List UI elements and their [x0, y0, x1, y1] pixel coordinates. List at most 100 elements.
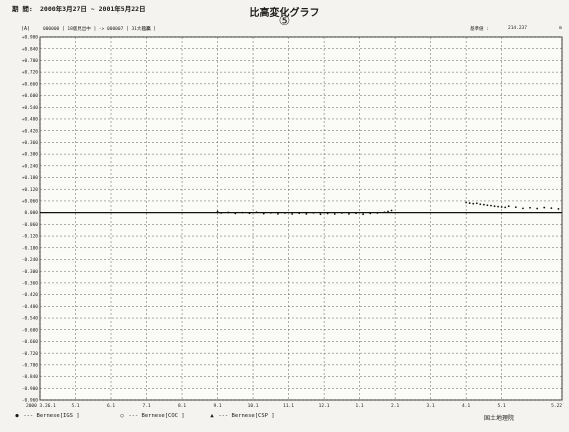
- data-point: [216, 210, 219, 213]
- data-point: [355, 212, 357, 215]
- y-tick-label: +0.240: [22, 163, 39, 169]
- y-tick-label: -0.240: [22, 257, 39, 263]
- y-tick-label: -0.060: [22, 222, 39, 228]
- y-tick-label: +0.420: [22, 128, 39, 134]
- data-point: [536, 207, 539, 210]
- y-tick-label: -0.420: [22, 292, 39, 298]
- y-tick-label: +0.660: [22, 81, 39, 87]
- data-point: [522, 207, 524, 210]
- y-tick-label: +0.840: [22, 46, 39, 52]
- y-tick-label: -0.360: [22, 281, 39, 287]
- data-point: [550, 207, 553, 210]
- legend-label: --- Bernese[CSP ]: [218, 413, 275, 419]
- y-tick-label: -0.780: [22, 362, 39, 368]
- x-tick-label: 11.1: [283, 403, 294, 409]
- data-point: [326, 212, 329, 215]
- data-point: [312, 211, 315, 214]
- data-point: [465, 201, 468, 204]
- data-point: [383, 211, 386, 214]
- y-tick-label: +0.600: [22, 93, 39, 99]
- data-point: [319, 213, 322, 216]
- data-point: [490, 204, 492, 207]
- y-tick-label: +0.360: [22, 140, 39, 146]
- reference-value: 214.237: [508, 26, 527, 31]
- period-label: 期 間:: [12, 5, 33, 13]
- data-point: [504, 206, 507, 209]
- x-tick-label: 2.1: [391, 403, 399, 409]
- y-tick-label: -0.540: [22, 316, 39, 322]
- data-point: [298, 212, 301, 215]
- data-point: [514, 206, 517, 209]
- data-point: [269, 211, 272, 214]
- data-point: [291, 213, 294, 215]
- legend-item-igs: ● --- Bernese[IGS ]: [14, 413, 80, 419]
- x-tick-label: 3.1: [427, 403, 435, 409]
- reference-unit: m: [559, 26, 562, 31]
- plot-frame: [39, 36, 563, 401]
- data-point: [468, 202, 471, 204]
- y-tick-label: -0.840: [22, 374, 39, 380]
- data-point: [340, 212, 343, 214]
- data-point: [387, 210, 389, 213]
- y-tick-label: -0.480: [22, 304, 39, 310]
- data-point: [507, 205, 510, 208]
- x-tick-label: 2000 3.26.1: [26, 403, 56, 409]
- open-circle-icon: ○: [120, 413, 124, 419]
- y-tick-label: -0.180: [22, 245, 39, 251]
- legend: ● --- Bernese[IGS ] ○ --- Bernese[COC ] …: [14, 413, 344, 423]
- y-tick-label: -0.900: [22, 386, 39, 392]
- y-tick-label: -0.660: [22, 339, 39, 345]
- data-point: [486, 204, 489, 207]
- x-tick-label: 1.1: [356, 403, 364, 409]
- data-point: [255, 211, 258, 214]
- data-point: [227, 211, 230, 214]
- data-point: [475, 202, 478, 205]
- y-tick-label: -0.120: [22, 234, 39, 240]
- y-tick-label: +0.720: [22, 70, 39, 76]
- y-tick-label: +0.180: [22, 175, 39, 181]
- data-point: [362, 213, 365, 216]
- data-point: [543, 206, 546, 209]
- filled-circle-icon: ●: [15, 413, 19, 419]
- data-point: [348, 212, 350, 215]
- legend-label: --- Bernese[COC ]: [128, 413, 185, 419]
- period-value: 2000年3月27日 ~ 2001年5月22日: [40, 5, 146, 13]
- data-point: [390, 209, 393, 212]
- x-tick-label: 5.1: [498, 403, 506, 409]
- y-tick-label: +0.480: [22, 117, 39, 123]
- y-tick-label: +0.540: [22, 105, 39, 111]
- x-tick-label: 9.1: [213, 403, 221, 409]
- data-point: [305, 212, 308, 215]
- y-tick-label: +0.300: [22, 152, 39, 158]
- data-point: [479, 203, 482, 206]
- data-point: [500, 206, 503, 208]
- y-tick-label: +0.060: [22, 199, 39, 205]
- data-point: [472, 202, 475, 205]
- data-point: [333, 213, 336, 215]
- x-tick-label: 4.1: [462, 403, 470, 409]
- data-point: [376, 212, 379, 214]
- legend-item-coc: ○ --- Bernese[COC ]: [119, 413, 185, 419]
- data-point: [557, 208, 560, 210]
- data-point: [482, 203, 485, 206]
- data-point: [369, 212, 372, 215]
- y-tick-label: +0.900: [22, 35, 39, 41]
- data-point: [277, 212, 279, 215]
- legend-label: --- Bernese[IGS ]: [23, 413, 80, 419]
- y-tick-label: +0.120: [22, 187, 39, 193]
- x-tick-label: 10.1: [248, 403, 259, 409]
- y-tick-label: -0.600: [22, 327, 39, 333]
- data-point: [234, 212, 237, 215]
- subheader-baseline: 000000 [ 18版見出中 ] -> 000007 [ 31大石家 ]: [43, 27, 156, 32]
- data-point: [248, 212, 251, 215]
- panel-number: ⑤: [278, 14, 291, 29]
- x-tick-label: 6.1: [107, 403, 115, 409]
- x-tick-label: 5.22: [551, 403, 562, 409]
- organization-label: 国土地理院: [484, 415, 515, 422]
- subheader-component: 比高: [142, 27, 151, 32]
- y-tick-label: -0.960: [22, 398, 39, 404]
- data-point: [529, 206, 531, 209]
- y-tick-label: -0.300: [22, 269, 39, 275]
